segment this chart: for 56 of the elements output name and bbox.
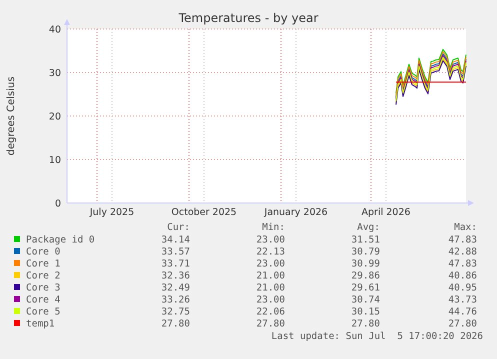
text: 29.86	[351, 270, 380, 282]
text: 23.00	[256, 234, 286, 246]
y-tick-label: 20	[48, 112, 61, 122]
legend-label: Core 3	[26, 282, 60, 294]
text: 21.00	[256, 282, 286, 294]
y-tick-label: 40	[48, 24, 61, 36]
text: 40.86	[448, 270, 478, 282]
text: 40.95	[448, 282, 477, 294]
text: Max:	[454, 222, 477, 233]
text: 30.99	[351, 258, 380, 270]
text: 33.57	[161, 246, 190, 258]
text: Cur:	[167, 222, 190, 233]
x-tick-label: January 2026	[263, 207, 328, 218]
legend-label: Core 4	[26, 294, 61, 306]
text: 30.15	[351, 306, 380, 318]
text: 27.80	[161, 318, 190, 330]
x-tick-label: July 2025	[88, 207, 134, 218]
y-tick-label: 10	[48, 155, 61, 166]
legend-label: Core 0	[26, 246, 61, 258]
text: 32.75	[161, 306, 190, 318]
text: 23.00	[256, 258, 286, 270]
legend-label: Core 1	[26, 258, 61, 270]
legend-label: Core 2	[26, 270, 60, 282]
chart-title: Temperatures - by year	[178, 11, 318, 25]
x-tick-label: October 2025	[171, 207, 237, 218]
text: 34.14	[161, 234, 190, 246]
text: 29.61	[351, 282, 380, 294]
y-axis-title: degrees Celsius	[6, 76, 17, 156]
legend-label: Package id 0	[26, 234, 95, 246]
text: 43.73	[448, 294, 477, 306]
y-tick-label: 0	[54, 198, 61, 210]
text: 42.88	[448, 246, 478, 258]
text: 44.76	[448, 306, 478, 318]
text: 30.79	[351, 246, 380, 258]
text: 32.36	[161, 270, 190, 282]
text: 33.26	[161, 294, 190, 306]
y-tick-label: 30	[48, 68, 61, 79]
text: 47.83	[448, 258, 477, 270]
legend-label: temp1	[26, 318, 55, 330]
text: 31.51	[351, 234, 380, 246]
text: 27.80	[351, 318, 380, 330]
text: 32.49	[161, 282, 190, 294]
text: 23.00	[256, 294, 286, 306]
text: Min:	[262, 222, 285, 233]
x-tick-label: April 2026	[362, 207, 410, 218]
text: Avg:	[357, 222, 380, 233]
text: Last update: Sun Jul 5 17:00:20 2026	[271, 331, 484, 342]
text: 27.80	[448, 318, 478, 330]
text: 22.06	[256, 306, 286, 318]
text: 47.83	[448, 234, 477, 246]
text: 22.13	[256, 246, 285, 258]
text: 21.00	[256, 270, 286, 282]
text: 27.80	[256, 318, 286, 330]
legend-label: Core 5	[26, 306, 60, 318]
text: 30.74	[351, 294, 380, 306]
text: 33.71	[161, 258, 190, 270]
